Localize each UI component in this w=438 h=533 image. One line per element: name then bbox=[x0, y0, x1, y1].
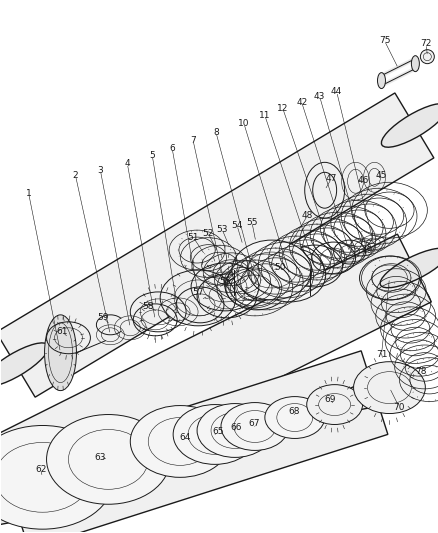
Ellipse shape bbox=[353, 362, 424, 414]
Ellipse shape bbox=[46, 415, 170, 504]
Ellipse shape bbox=[173, 405, 256, 464]
Text: 8: 8 bbox=[213, 128, 219, 137]
Text: 12: 12 bbox=[276, 104, 288, 113]
Text: 4: 4 bbox=[124, 159, 130, 168]
Ellipse shape bbox=[197, 403, 272, 457]
Ellipse shape bbox=[220, 402, 288, 450]
Text: 55: 55 bbox=[246, 217, 257, 227]
Text: 54: 54 bbox=[231, 221, 242, 230]
Text: 7: 7 bbox=[190, 136, 195, 145]
Text: 49: 49 bbox=[361, 246, 372, 255]
Text: 44: 44 bbox=[330, 87, 342, 96]
Text: 1: 1 bbox=[26, 189, 32, 198]
Text: 59: 59 bbox=[97, 313, 109, 322]
Ellipse shape bbox=[264, 397, 324, 439]
Ellipse shape bbox=[410, 55, 418, 71]
Ellipse shape bbox=[306, 385, 362, 424]
Text: 58: 58 bbox=[142, 302, 154, 311]
Text: 2: 2 bbox=[72, 171, 78, 180]
Ellipse shape bbox=[377, 72, 385, 88]
Text: 46: 46 bbox=[357, 176, 368, 185]
Ellipse shape bbox=[381, 103, 438, 147]
Text: 52: 52 bbox=[202, 229, 213, 238]
Ellipse shape bbox=[231, 240, 311, 300]
Text: 65: 65 bbox=[212, 427, 223, 436]
Ellipse shape bbox=[130, 406, 230, 478]
Ellipse shape bbox=[379, 248, 438, 288]
Text: 45: 45 bbox=[375, 171, 386, 180]
Ellipse shape bbox=[0, 489, 57, 526]
Text: 50: 50 bbox=[273, 263, 285, 272]
Polygon shape bbox=[0, 93, 433, 397]
Text: 3: 3 bbox=[97, 166, 103, 175]
Polygon shape bbox=[2, 351, 387, 533]
Ellipse shape bbox=[0, 425, 114, 529]
Text: 53: 53 bbox=[216, 224, 227, 233]
Text: 57: 57 bbox=[192, 288, 203, 297]
Text: 78: 78 bbox=[415, 367, 426, 376]
Text: 61: 61 bbox=[57, 327, 68, 336]
Text: 48: 48 bbox=[301, 211, 313, 220]
Text: 43: 43 bbox=[313, 92, 325, 101]
Text: 51: 51 bbox=[187, 232, 198, 241]
Text: 70: 70 bbox=[393, 403, 404, 412]
Text: 71: 71 bbox=[375, 350, 386, 359]
Text: 56: 56 bbox=[219, 278, 230, 286]
Polygon shape bbox=[0, 234, 431, 501]
Text: 66: 66 bbox=[230, 423, 241, 432]
Text: 69: 69 bbox=[323, 395, 335, 404]
Ellipse shape bbox=[253, 248, 325, 302]
Ellipse shape bbox=[332, 374, 416, 411]
Ellipse shape bbox=[0, 448, 50, 487]
Text: 42: 42 bbox=[296, 98, 307, 107]
Text: 68: 68 bbox=[287, 407, 299, 416]
Ellipse shape bbox=[420, 50, 433, 63]
Text: 47: 47 bbox=[325, 174, 336, 183]
Text: 6: 6 bbox=[169, 144, 175, 153]
Ellipse shape bbox=[44, 315, 76, 391]
Text: 75: 75 bbox=[378, 36, 389, 45]
Ellipse shape bbox=[160, 270, 235, 326]
Ellipse shape bbox=[0, 343, 49, 386]
Text: 5: 5 bbox=[149, 151, 155, 160]
Text: 11: 11 bbox=[258, 111, 270, 120]
Text: 10: 10 bbox=[238, 119, 249, 128]
Text: 72: 72 bbox=[420, 39, 431, 48]
Text: 62: 62 bbox=[35, 465, 46, 474]
Text: 63: 63 bbox=[95, 453, 106, 462]
Text: 64: 64 bbox=[179, 433, 191, 442]
Text: 67: 67 bbox=[247, 419, 259, 428]
